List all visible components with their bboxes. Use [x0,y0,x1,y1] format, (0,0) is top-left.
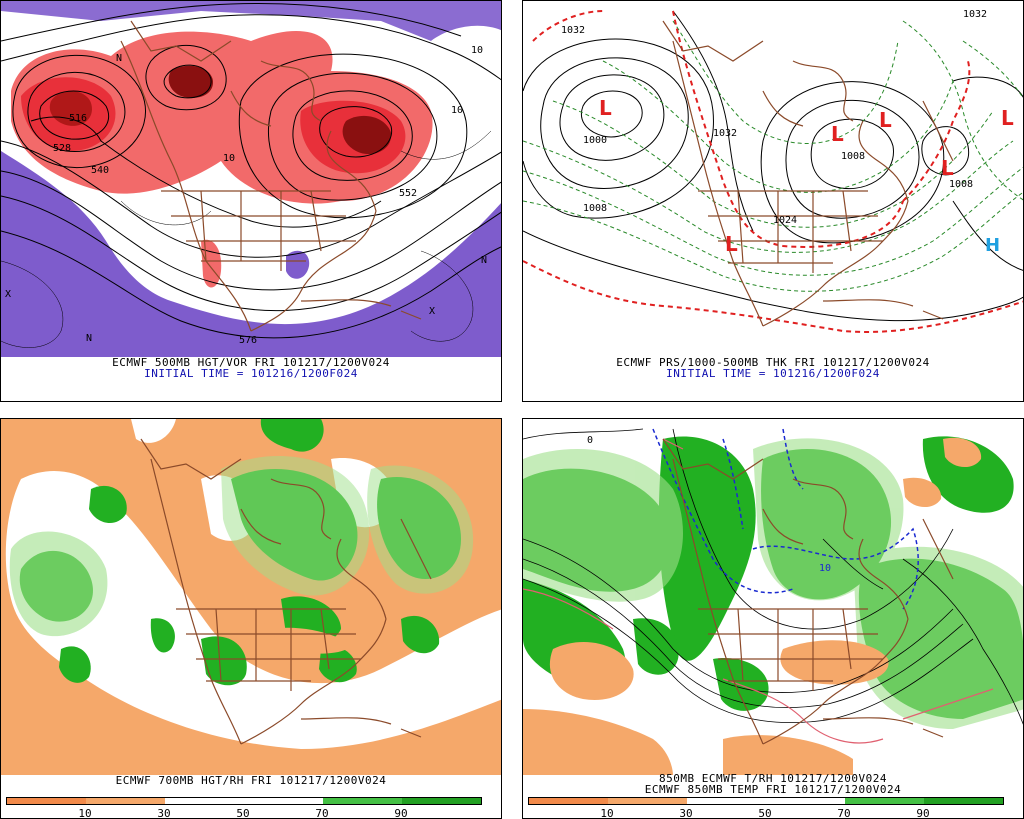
map-borders [120,20,422,332]
temp-label: 10 [819,563,831,574]
rh-color-scale [528,797,1004,805]
low-pressure-marker: L [879,108,892,132]
contour-label: 516 [69,113,87,124]
isobar-label: 1032 [561,25,585,36]
scale-label: 90 [394,807,408,819]
scale-label: 30 [679,807,693,819]
panel-700mb-hgt-rh: ECMWF 700MB HGT/RH FRI 101217/1200V024 1… [0,418,502,819]
scale-label: 90 [916,807,930,819]
isobar-label: 1008 [583,203,607,214]
map-borders [140,438,432,745]
isobar-label: 1032 [963,9,987,20]
low-pressure-marker: L [1001,106,1014,130]
caption-initial-time: INITIAL TIME = 101216/1200F024 [666,367,880,380]
caption-title: 850MB ECMWF T/RH 101217/1200V024 [659,772,887,785]
contour-label: X [429,306,435,317]
isobar-label: 1024 [773,215,797,226]
contour-label: N [481,255,487,266]
caption-initial-time: INITIAL TIME = 101216/1200F024 [144,367,358,380]
map-850mb: 10 0 [523,419,1023,775]
map-prs-thk: 1032 1000 1008 1032 1008 1008 1024 1032 … [523,1,1023,357]
panel-prs-thk: 1032 1000 1008 1032 1008 1008 1024 1032 … [522,0,1024,402]
contour-label: 528 [53,143,71,154]
caption-title: ECMWF 500MB HGT/VOR FRI 101217/1200V024 [112,356,390,369]
contour-label: 540 [91,165,109,176]
contour-label: N [116,53,122,64]
scale-label: 10 [600,807,614,819]
map-500mb: 528 516 540 552 576 10 10 10 N N N X X [1,1,501,357]
caption-title: ECMWF 700MB HGT/RH FRI 101217/1200V024 [115,774,387,787]
low-pressure-marker: L [941,156,954,180]
caption-subtitle: ECMWF 850MB TEMP FRI 101217/1200V024 [644,783,902,796]
rh-color-scale [6,797,482,805]
contour-label: X [5,289,11,300]
panel-850mb-t-rh: 10 0 850MB ECMWF T/RH 101217/1200V024 EC… [522,418,1024,819]
contour-label: 10 [471,45,483,56]
low-pressure-marker: L [831,122,844,146]
high-pressure-marker: H [985,235,1000,256]
scale-label: 50 [236,807,250,819]
isobar-label: 1008 [949,179,973,190]
contour-label: N [86,333,92,344]
contour-label: 576 [239,335,257,346]
isobar-label: 1008 [841,151,865,162]
low-pressure-marker: L [599,96,612,120]
panel-500mb-hgt-vor: 528 516 540 552 576 10 10 10 N N N X X E… [0,0,502,402]
rh-low-region [549,641,634,700]
contour-label: 10 [451,105,463,116]
isobar-label: 1032 [713,128,737,139]
contour-label: 10 [223,153,235,164]
scale-label: 50 [758,807,772,819]
temp-label: 0 [587,435,593,446]
map-700mb [1,419,501,775]
scale-label: 70 [837,807,851,819]
map-borders [662,438,954,745]
low-pressure-marker: L [725,232,738,256]
caption-title: ECMWF PRS/1000-500MB THK FRI 101217/1200… [616,356,930,369]
map-borders [662,20,954,327]
contour-label: 552 [399,188,417,199]
scale-label: 30 [157,807,171,819]
isobar-label: 1000 [583,135,607,146]
scale-label: 70 [315,807,329,819]
scale-label: 10 [78,807,92,819]
vorticity-negative-region [1,151,501,357]
